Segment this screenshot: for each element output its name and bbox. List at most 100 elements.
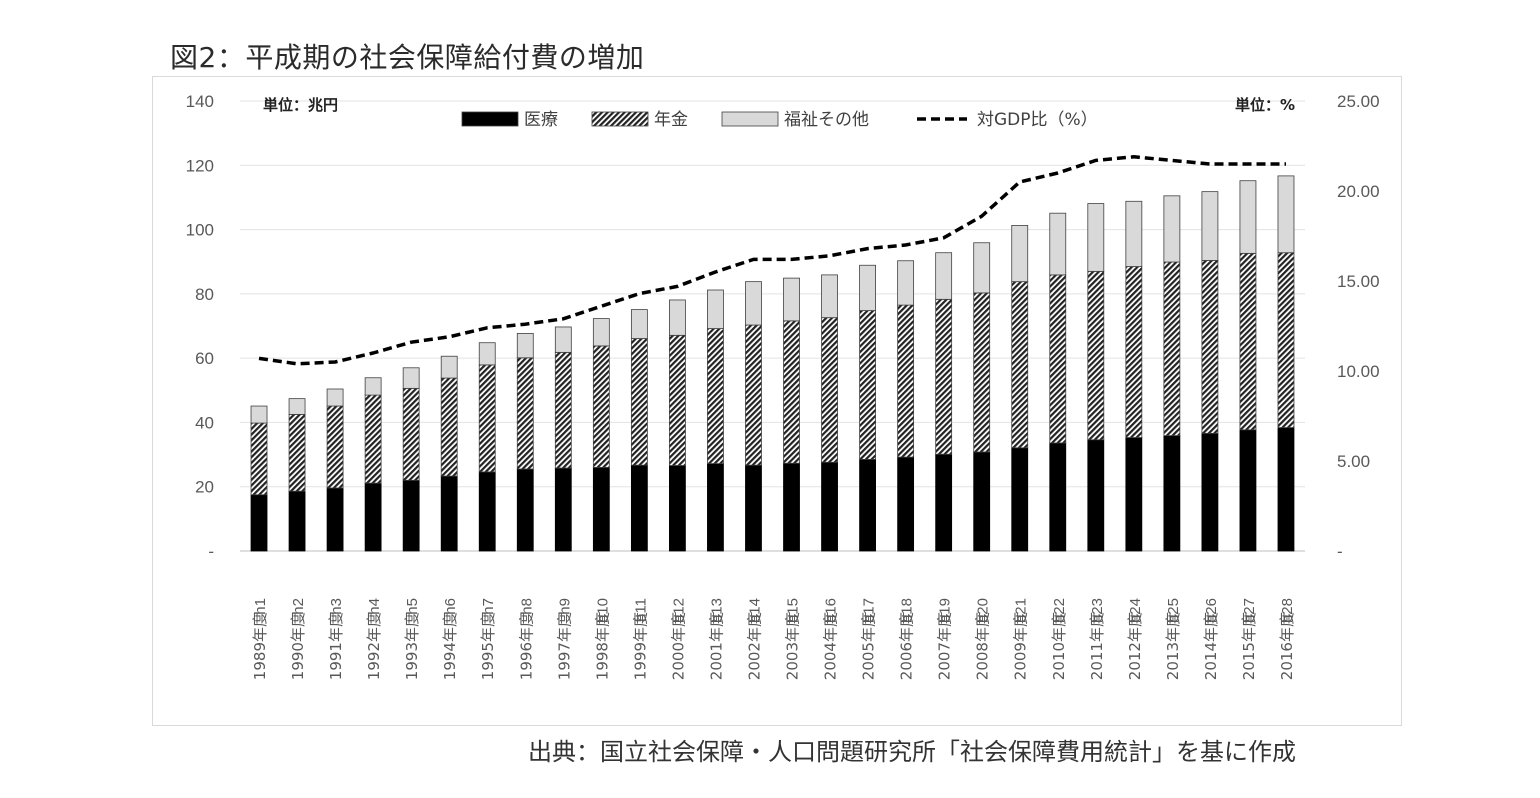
bar-segment-pension xyxy=(707,328,724,464)
x-tick-label: h15 xyxy=(785,598,802,623)
y-right-tick-label: 15.00 xyxy=(1337,272,1380,291)
x-year-label: 1999年度 xyxy=(631,612,649,680)
x-tick-label: h22 xyxy=(1051,598,1068,623)
bar-segment-pension xyxy=(478,364,496,473)
x-year-label: 2010年度 xyxy=(1050,612,1068,680)
bar-segment-pension xyxy=(783,320,800,464)
bar-segment-pension xyxy=(554,351,572,469)
gdp-ratio-line xyxy=(258,155,1286,366)
x-year-label: 1997年度 xyxy=(555,612,573,680)
y-right-tick-label: 10.00 xyxy=(1337,362,1380,381)
y-right-tick-label: 5.00 xyxy=(1337,452,1370,471)
bar-segment-welfare xyxy=(1277,175,1295,254)
x-tick-label: h5 xyxy=(404,598,421,615)
bar-segment-pension xyxy=(1201,260,1219,434)
bar-segment-welfare xyxy=(326,388,344,407)
y-left-tick-label: 60 xyxy=(195,349,214,368)
x-year-label: 1996年度 xyxy=(517,612,535,680)
x-tick-label: h1 xyxy=(252,598,269,615)
x-year-label: 2011年度 xyxy=(1088,612,1106,680)
bar-segment-medical xyxy=(669,465,686,552)
bar-segment-pension xyxy=(935,298,953,455)
legend-label-pension: 年金 xyxy=(654,110,688,130)
bar-segment-welfare xyxy=(669,299,686,336)
y-left-tick-label: 40 xyxy=(195,413,214,432)
x-year-label: 2002年度 xyxy=(745,612,763,680)
bar-segment-medical xyxy=(326,487,344,552)
bar-segment-welfare xyxy=(1011,224,1029,283)
bar-segment-pension xyxy=(326,405,344,489)
bar-segment-medical xyxy=(288,490,306,552)
x-tick-label: h6 xyxy=(442,598,459,615)
x-tick-label: h18 xyxy=(899,598,916,623)
bar-segment-pension xyxy=(1239,252,1257,431)
x-year-label: 2001年度 xyxy=(707,612,725,680)
bar-segment-welfare xyxy=(935,252,953,300)
bar-segment-welfare xyxy=(1239,180,1257,254)
x-year-label: 1993年度 xyxy=(403,612,421,680)
bar-segment-pension xyxy=(1277,252,1295,428)
bar-segment-pension xyxy=(288,413,306,492)
x-tick-label: h28 xyxy=(1279,598,1296,623)
bar-segment-pension xyxy=(516,357,534,470)
bar-segment-medical xyxy=(1125,437,1143,552)
bar-segment-welfare xyxy=(364,377,382,396)
bar-segment-medical xyxy=(630,464,648,552)
bar-segment-welfare xyxy=(1049,212,1067,276)
x-year-label: 1995年度 xyxy=(479,612,497,680)
bar-segment-welfare xyxy=(630,309,648,339)
bar-segment-welfare xyxy=(1201,191,1219,261)
bar-segment-pension xyxy=(440,377,458,477)
bar-segment-medical xyxy=(783,462,800,552)
x-year-label: 2007年度 xyxy=(936,612,954,680)
bar-segment-welfare xyxy=(250,405,268,424)
bar-segment-medical xyxy=(1087,439,1105,552)
bar-segment-welfare xyxy=(1163,195,1181,263)
bar-segment-welfare xyxy=(288,398,306,415)
y-left-tick-label: 140 xyxy=(186,92,214,111)
bar-segment-medical xyxy=(745,464,762,552)
x-tick-label: h19 xyxy=(937,598,954,623)
x-tick-label: h11 xyxy=(632,598,649,622)
bar-segment-medical xyxy=(516,468,534,552)
bar-segment-medical xyxy=(1277,427,1295,552)
bar-segment-medical xyxy=(364,482,382,552)
bar-segment-medical xyxy=(707,463,724,552)
bar-segment-welfare xyxy=(516,332,534,359)
y-left-tick-label: - xyxy=(208,542,214,561)
bar-segment-medical xyxy=(554,467,572,552)
x-tick-label: h8 xyxy=(518,598,535,615)
x-year-label: 2014年度 xyxy=(1202,612,1220,680)
x-year-label: 2008年度 xyxy=(974,612,992,680)
x-tick-label: h14 xyxy=(746,598,763,623)
legend-label-welfare: 福祉その他 xyxy=(784,110,869,130)
x-year-label: 1991年度 xyxy=(327,612,345,680)
bar-segment-medical xyxy=(1239,429,1257,552)
bar-segment-pension xyxy=(630,338,648,466)
bar-segment-pension xyxy=(592,345,610,468)
bar-segment-medical xyxy=(1163,435,1181,552)
bar-segment-welfare xyxy=(1125,200,1143,267)
x-tick-label: h3 xyxy=(328,598,345,615)
bar-segment-medical xyxy=(1201,432,1219,552)
bar-segment-pension xyxy=(1049,274,1067,444)
bar-segment-pension xyxy=(1087,270,1105,441)
legend-label-medical: 医療 xyxy=(524,110,558,130)
y-left-tick-label: 120 xyxy=(186,156,214,175)
bar-segment-pension xyxy=(402,387,420,481)
x-year-label: 2012年度 xyxy=(1126,612,1144,680)
y-right-tick-label: 25.00 xyxy=(1337,92,1380,111)
bar-segment-medical xyxy=(250,494,268,552)
x-tick-label: h16 xyxy=(823,598,840,623)
figure-title: 図2：平成期の社会保障給付費の増加 xyxy=(170,41,645,74)
x-year-label: 1992年度 xyxy=(365,612,383,680)
bar-segment-medical xyxy=(440,475,458,552)
bar-segment-pension xyxy=(1011,281,1029,449)
x-year-label: 2005年度 xyxy=(860,612,878,680)
x-tick-label: h17 xyxy=(861,598,878,623)
bar-segment-welfare xyxy=(402,367,420,389)
bar-segment-pension xyxy=(859,310,876,460)
legend-label-gdp-ratio: 対GDP比（%） xyxy=(977,110,1098,130)
bar-segment-medical xyxy=(935,453,953,552)
x-year-label: 2016年度 xyxy=(1278,612,1296,680)
